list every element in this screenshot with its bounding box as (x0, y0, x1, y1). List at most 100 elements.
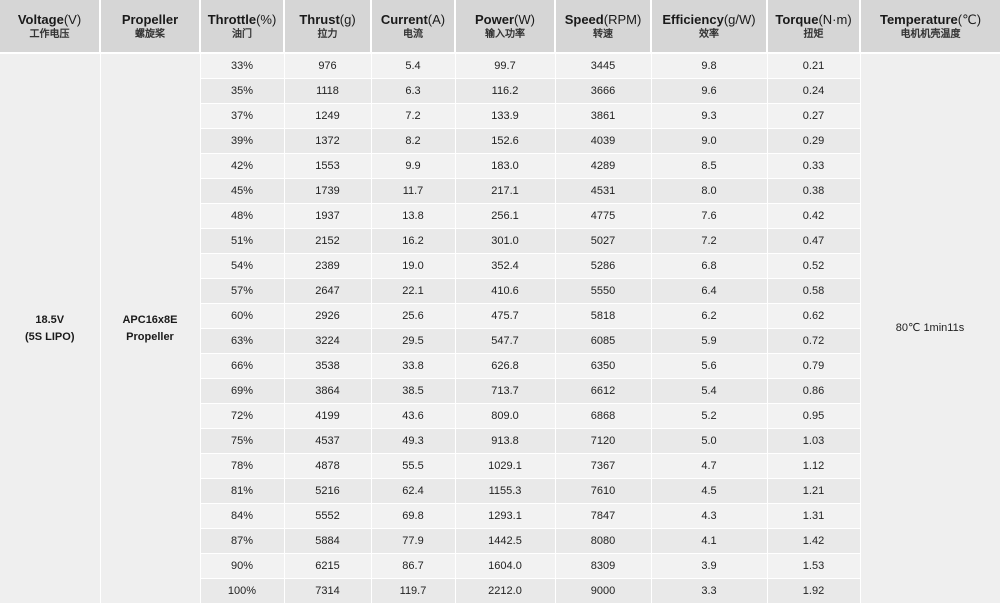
voltage-battery: (5S LIPO) (24, 330, 75, 343)
cell-current: 29.5 (371, 328, 456, 354)
header-speed-en: Speed(RPM) (564, 11, 642, 27)
cell-throttle: 63% (200, 328, 285, 354)
header-temperature-en: Temperature(℃) (879, 11, 982, 27)
cell-torque: 0.58 (767, 278, 861, 304)
header-torque-cn: 扭矩 (803, 28, 824, 40)
cell-torque: 1.21 (767, 478, 861, 504)
header-throttle: Throttle(%) 油门 (200, 0, 285, 54)
header-voltage: Voltage(V) 工作电压 (0, 0, 101, 54)
cell-efficiency: 5.6 (651, 353, 768, 379)
cell-speed: 4775 (555, 203, 652, 229)
cell-speed: 6350 (555, 353, 652, 379)
cell-torque: 0.95 (767, 403, 861, 429)
cell-throttle: 75% (200, 428, 285, 454)
cell-thrust: 2926 (284, 303, 372, 329)
cell-current: 86.7 (371, 553, 456, 579)
header-row: Voltage(V) 工作电压 Propeller 螺旋桨 Throttle(%) 油门 T… (0, 0, 1000, 54)
cell-efficiency: 9.6 (651, 78, 768, 104)
cell-current: 6.3 (371, 78, 456, 104)
header-current-cn: 电流 (403, 28, 423, 40)
cell-thrust: 1937 (284, 203, 372, 229)
cell-thrust: 4537 (284, 428, 372, 454)
cell-current: 19.0 (371, 253, 456, 279)
cell-thrust: 976 (284, 53, 372, 79)
cell-power: 217.1 (455, 178, 556, 204)
cell-throttle: 87% (200, 528, 285, 554)
header-speed-cn: 转速 (593, 28, 613, 40)
cell-current: 16.2 (371, 228, 456, 254)
header-throttle-en: Throttle(%) (207, 11, 277, 27)
table-row: 87% 5884 77.9 1442.5 8080 4.1 1.42 (0, 528, 1000, 554)
table-row: 66% 3538 33.8 626.8 6350 5.6 0.79 (0, 353, 1000, 379)
cell-power: 352.4 (455, 253, 556, 279)
cell-power: 547.7 (455, 328, 556, 354)
cell-torque: 1.12 (767, 453, 861, 479)
cell-torque: 0.86 (767, 378, 861, 404)
cell-throttle: 51% (200, 228, 285, 254)
cell-efficiency: 8.5 (651, 153, 768, 179)
cell-torque: 0.29 (767, 128, 861, 154)
cell-thrust: 5884 (284, 528, 372, 554)
cell-power: 809.0 (455, 403, 556, 429)
cell-thrust: 1553 (284, 153, 372, 179)
cell-efficiency: 4.3 (651, 503, 768, 529)
header-efficiency-en: Efficiency(g/W) (662, 11, 756, 27)
header-voltage-cn: 工作电压 (29, 28, 70, 40)
cell-thrust: 5552 (284, 503, 372, 529)
cell-current: 5.4 (371, 53, 456, 79)
cell-current: 49.3 (371, 428, 456, 454)
cell-current: 62.4 (371, 478, 456, 504)
cell-speed: 8309 (555, 553, 652, 579)
cell-speed: 7367 (555, 453, 652, 479)
table-row: 60% 2926 25.6 475.7 5818 6.2 0.62 (0, 303, 1000, 329)
table-row: 45% 1739 11.7 217.1 4531 8.0 0.38 (0, 178, 1000, 204)
cell-power: 183.0 (455, 153, 556, 179)
table-row: 51% 2152 16.2 301.0 5027 7.2 0.47 (0, 228, 1000, 254)
cell-torque: 1.53 (767, 553, 861, 579)
cell-power: 626.8 (455, 353, 556, 379)
cell-current: 11.7 (371, 178, 456, 204)
propeller-label: Propeller (126, 330, 174, 343)
cell-thrust: 1739 (284, 178, 372, 204)
table-body: 18.5V (5S LIPO) APC16x8E Propeller 33% 976 5.4… (0, 53, 1000, 604)
cell-power: 301.0 (455, 228, 556, 254)
cell-speed: 6868 (555, 403, 652, 429)
header-propeller-en: Propeller (121, 11, 179, 27)
table-row: 54% 2389 19.0 352.4 5286 6.8 0.52 (0, 253, 1000, 279)
cell-torque: 0.38 (767, 178, 861, 204)
header-power: Power(W) 输入功率 (455, 0, 556, 54)
cell-current: 25.6 (371, 303, 456, 329)
cell-current: 43.6 (371, 403, 456, 429)
cell-current: 38.5 (371, 378, 456, 404)
cell-torque: 1.92 (767, 578, 861, 604)
cell-thrust: 5216 (284, 478, 372, 504)
cell-torque: 0.79 (767, 353, 861, 379)
cell-efficiency: 4.1 (651, 528, 768, 554)
cell-efficiency: 5.4 (651, 378, 768, 404)
cell-throttle: 33% (200, 53, 285, 79)
table-row: 57% 2647 22.1 410.6 5550 6.4 0.58 (0, 278, 1000, 304)
cell-power: 1604.0 (455, 553, 556, 579)
header-speed: Speed(RPM) 转速 (555, 0, 652, 54)
cell-thrust: 2647 (284, 278, 372, 304)
cell-speed: 3445 (555, 53, 652, 79)
cell-speed: 5286 (555, 253, 652, 279)
cell-thrust: 2152 (284, 228, 372, 254)
cell-power: 1029.1 (455, 453, 556, 479)
cell-torque: 0.33 (767, 153, 861, 179)
cell-throttle: 60% (200, 303, 285, 329)
cell-torque: 0.42 (767, 203, 861, 229)
cell-efficiency: 6.2 (651, 303, 768, 329)
cell-speed: 4531 (555, 178, 652, 204)
cell-torque: 0.52 (767, 253, 861, 279)
cell-efficiency: 7.6 (651, 203, 768, 229)
cell-current: 69.8 (371, 503, 456, 529)
table-row: 75% 4537 49.3 913.8 7120 5.0 1.03 (0, 428, 1000, 454)
cell-torque: 0.24 (767, 78, 861, 104)
temperature-cell: 80℃ 1min11s (860, 53, 1000, 604)
header-thrust: Thrust(g) 拉力 (284, 0, 372, 54)
cell-thrust: 1372 (284, 128, 372, 154)
cell-efficiency: 4.7 (651, 453, 768, 479)
cell-current: 33.8 (371, 353, 456, 379)
